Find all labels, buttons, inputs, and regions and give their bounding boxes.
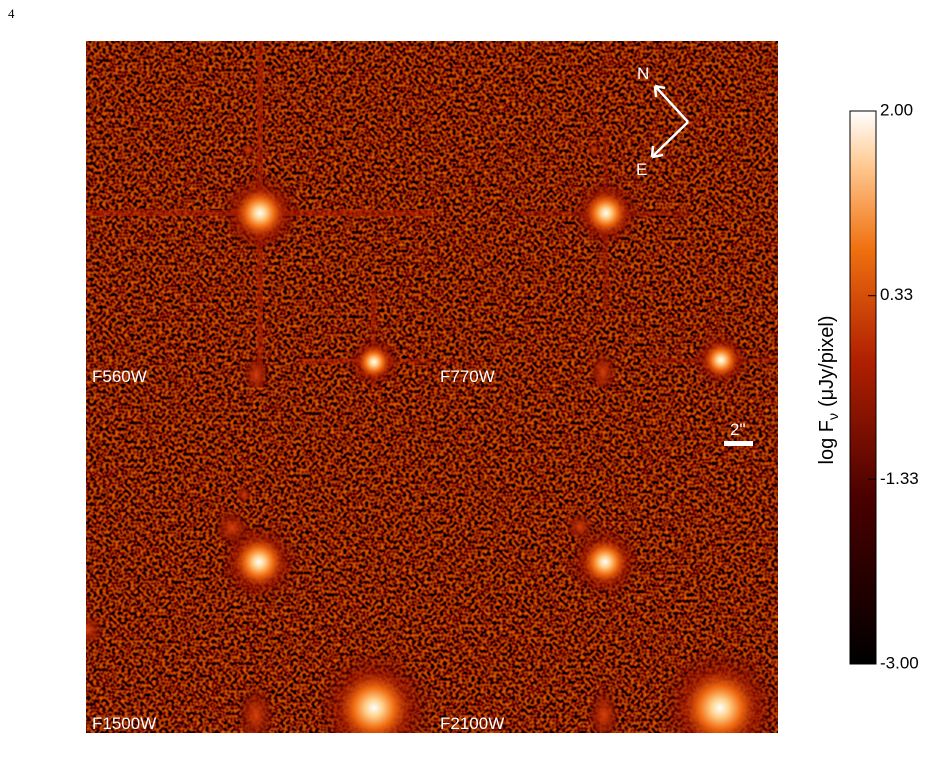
- label-main: log F: [816, 420, 838, 464]
- panel-label: F2100W: [440, 714, 504, 733]
- colorbar: [849, 110, 877, 665]
- colorbar-label: log Fν (μJy/pixel): [816, 315, 841, 464]
- compass-north: N: [637, 64, 649, 83]
- colorbar-tick-label: 0.33: [880, 285, 913, 304]
- colorbar-tick-label: -3.00: [880, 653, 919, 672]
- panel-label: F560W: [92, 367, 147, 386]
- scale-bar: [724, 441, 753, 446]
- scale-bar-label: 2": [730, 420, 746, 439]
- compass-arrows: [650, 84, 689, 159]
- label-sub: ν: [825, 413, 841, 420]
- panel-image: [86, 41, 432, 387]
- colorbar-tick-label: -1.33: [880, 469, 919, 488]
- compass-east: E: [636, 160, 647, 179]
- colorbar-tick-label: 2.00: [880, 100, 913, 119]
- panel-label: F1500W: [92, 714, 156, 733]
- label-unit: (μJy/pixel): [816, 315, 838, 407]
- panel-image: [86, 387, 432, 733]
- panel-image: [432, 387, 778, 733]
- colorbar-ticks: 2.00 0.33 -1.33 -3.00: [868, 100, 919, 672]
- panel-label: F770W: [440, 367, 495, 386]
- panel-image: [432, 41, 778, 387]
- page-number: 4: [8, 6, 15, 21]
